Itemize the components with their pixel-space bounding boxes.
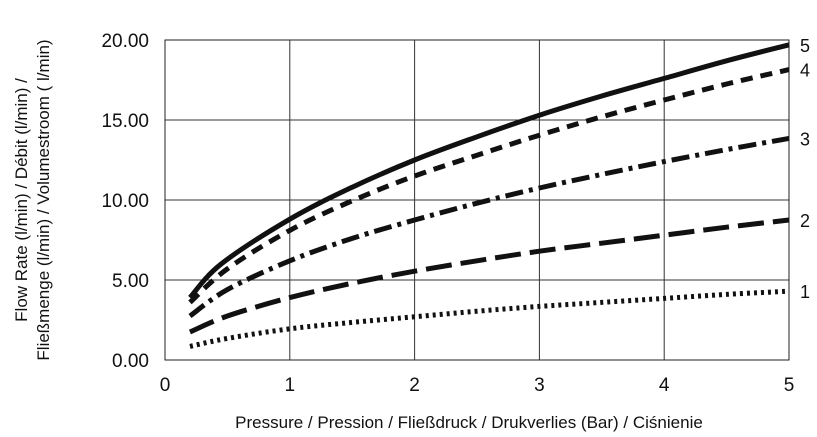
x-tick-label: 0 bbox=[160, 375, 171, 396]
x-tick-label: 1 bbox=[285, 375, 296, 396]
series-line-1 bbox=[189, 288, 790, 349]
series-lines bbox=[188, 42, 790, 349]
series-label-5: 5 bbox=[800, 36, 810, 56]
series-line-2 bbox=[188, 217, 790, 335]
y-axis-label-line-1: Flow Rate (l/min) / Débit (l/min) / bbox=[12, 78, 31, 322]
y-tick-label: 10.00 bbox=[101, 191, 149, 212]
y-tick-label: 20.00 bbox=[101, 31, 149, 52]
x-tick-label: 2 bbox=[409, 375, 420, 396]
plot-area-frame bbox=[164, 39, 790, 361]
series-label-4: 4 bbox=[800, 61, 810, 81]
series-label-2: 2 bbox=[800, 211, 810, 231]
series-line-5 bbox=[188, 42, 790, 300]
series-label-1: 1 bbox=[800, 282, 810, 302]
x-tick-label: 4 bbox=[659, 375, 670, 396]
y-tick-label: 15.00 bbox=[101, 111, 149, 132]
series-label-3: 3 bbox=[800, 129, 810, 149]
tick-labels: 0 1 2 3 4 5 0.00 5.00 10.00 15.00 20.00 bbox=[101, 31, 794, 396]
series-line-3 bbox=[188, 135, 790, 319]
y-tick-label: 0.00 bbox=[112, 351, 149, 372]
y-axis-label-line-2: Fließmenge (l/min) / Volumestroom ( l/mi… bbox=[34, 39, 53, 360]
x-tick-label: 3 bbox=[534, 375, 545, 396]
x-axis-label: Pressure / Pression / Fließdruck / Drukv… bbox=[235, 413, 703, 432]
y-tick-label: 5.00 bbox=[112, 271, 149, 292]
series-end-labels: 1 2 3 4 5 bbox=[800, 36, 810, 302]
series-line-4 bbox=[188, 67, 790, 305]
x-tick-label: 5 bbox=[784, 375, 795, 396]
